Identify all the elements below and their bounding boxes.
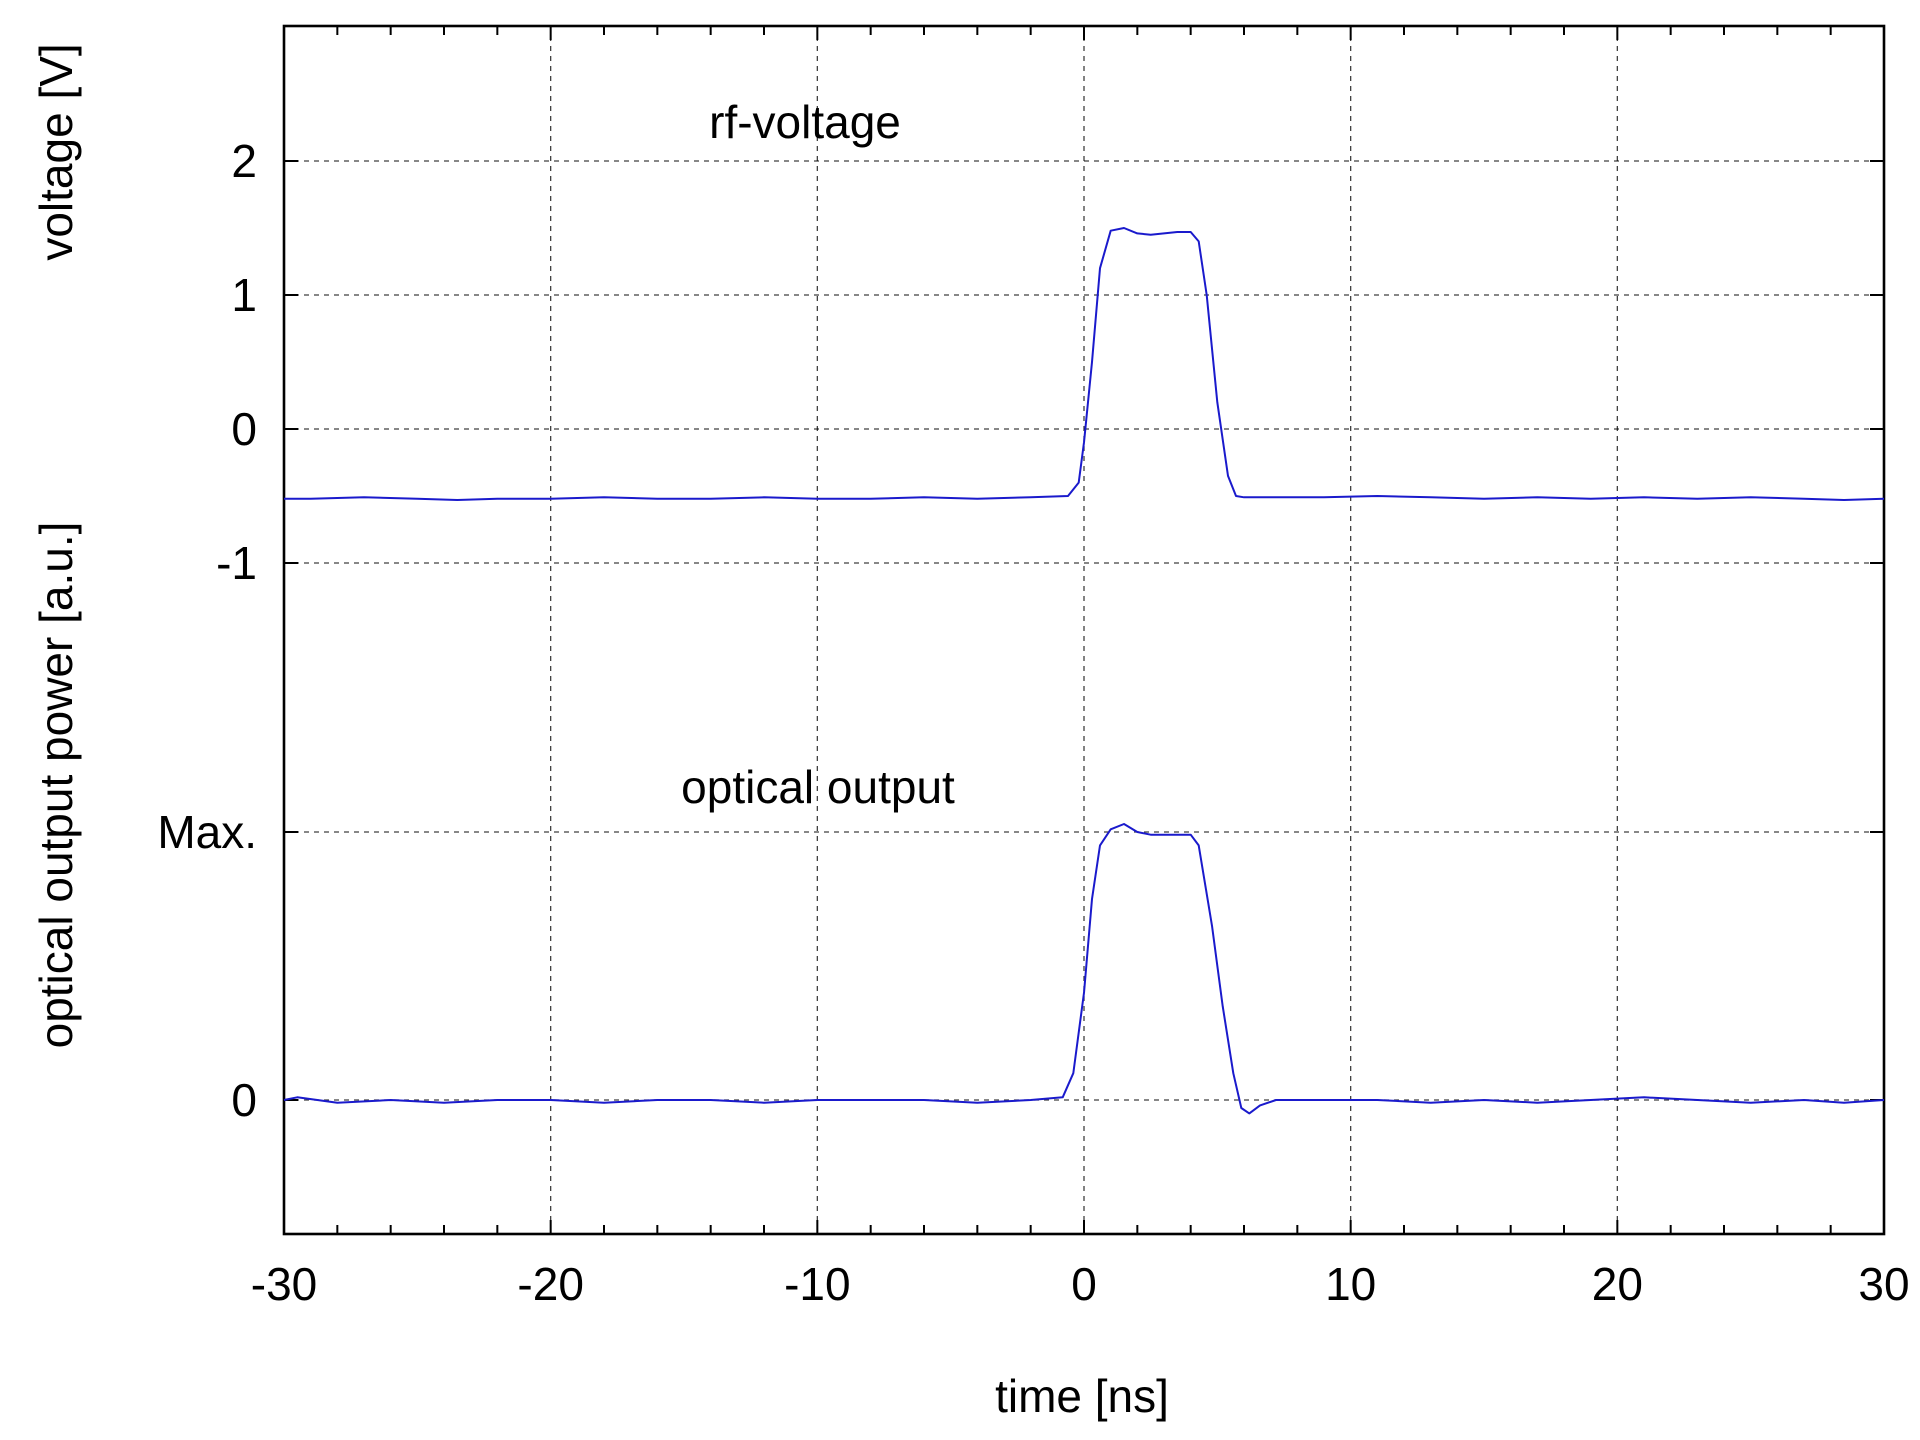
traces bbox=[283, 227, 1885, 1115]
y-axis-label-upper: voltage [V] bbox=[30, 43, 82, 260]
x-tick-label-2: -10 bbox=[784, 1258, 850, 1310]
tick-marks bbox=[283, 26, 1885, 1234]
annotation-optical-output: optical output bbox=[681, 761, 955, 813]
x-tick-label-5: 20 bbox=[1592, 1258, 1643, 1310]
y-tick-label-0: 2 bbox=[231, 135, 257, 187]
x-tick-label-1: -20 bbox=[517, 1258, 583, 1310]
series-line-rf-voltage bbox=[284, 227, 1885, 501]
x-axis-label: time [ns] bbox=[995, 1370, 1169, 1422]
y-tick-label-5: 0 bbox=[231, 1074, 257, 1126]
grid-lines bbox=[284, 26, 1884, 1234]
y-tick-label-4: Max. bbox=[157, 806, 257, 858]
series-line-optical-output bbox=[283, 823, 1885, 1115]
annotation-rf-voltage: rf-voltage bbox=[709, 96, 901, 148]
x-tick-label-0: -30 bbox=[251, 1258, 317, 1310]
x-tick-label-4: 10 bbox=[1325, 1258, 1376, 1310]
y-tick-label-2: 0 bbox=[231, 403, 257, 455]
y-tick-label-1: 1 bbox=[231, 269, 257, 321]
y-axis-label-lower: optical output power [a.u.] bbox=[30, 522, 82, 1049]
y-tick-label-3: -1 bbox=[216, 537, 257, 589]
x-tick-label-3: 0 bbox=[1071, 1258, 1097, 1310]
plot-frame bbox=[282, 24, 1886, 1236]
x-tick-label-6: 30 bbox=[1858, 1258, 1909, 1310]
